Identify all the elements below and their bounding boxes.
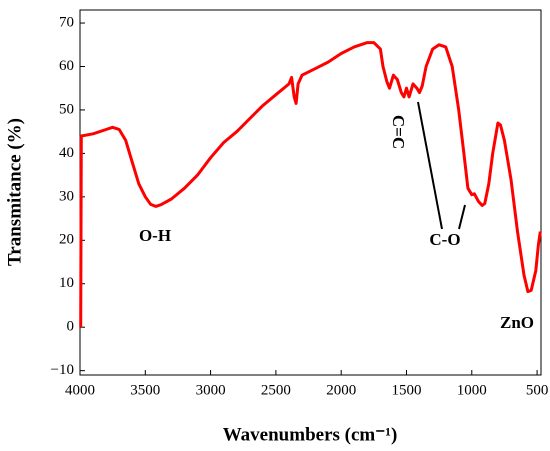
x-tick-label: 500 (526, 382, 549, 398)
annotation: C=C (389, 115, 408, 149)
y-tick-label: 50 (59, 101, 74, 117)
x-axis-label: Wavenumbers (cm⁻¹) (223, 424, 398, 445)
x-tick-label: 1000 (457, 382, 487, 398)
y-tick-label: 20 (59, 232, 74, 248)
y-tick-label: −10 (51, 362, 74, 378)
y-tick-label: 60 (59, 58, 74, 74)
x-tick-label: 1500 (391, 382, 421, 398)
pointer (417, 101, 443, 230)
annotation: C-O (429, 230, 460, 249)
annotation: ZnO (500, 313, 534, 332)
x-tick-label: 2500 (261, 382, 291, 398)
spectrum-line (79, 41, 542, 328)
y-tick-label: 0 (67, 319, 75, 335)
x-tick-label: 3500 (130, 382, 160, 398)
annotation: O-H (139, 226, 171, 245)
y-tick-label: 70 (59, 14, 74, 30)
y-axis-label: Transmitance (%) (4, 118, 25, 266)
x-tick-label: 3000 (196, 382, 226, 398)
y-tick-label: 30 (59, 188, 74, 204)
x-tick-label: 4000 (65, 382, 95, 398)
pointer (458, 204, 466, 230)
y-tick-label: 40 (59, 145, 74, 161)
x-tick-label: 2000 (326, 382, 356, 398)
y-tick-label: 10 (59, 275, 74, 291)
